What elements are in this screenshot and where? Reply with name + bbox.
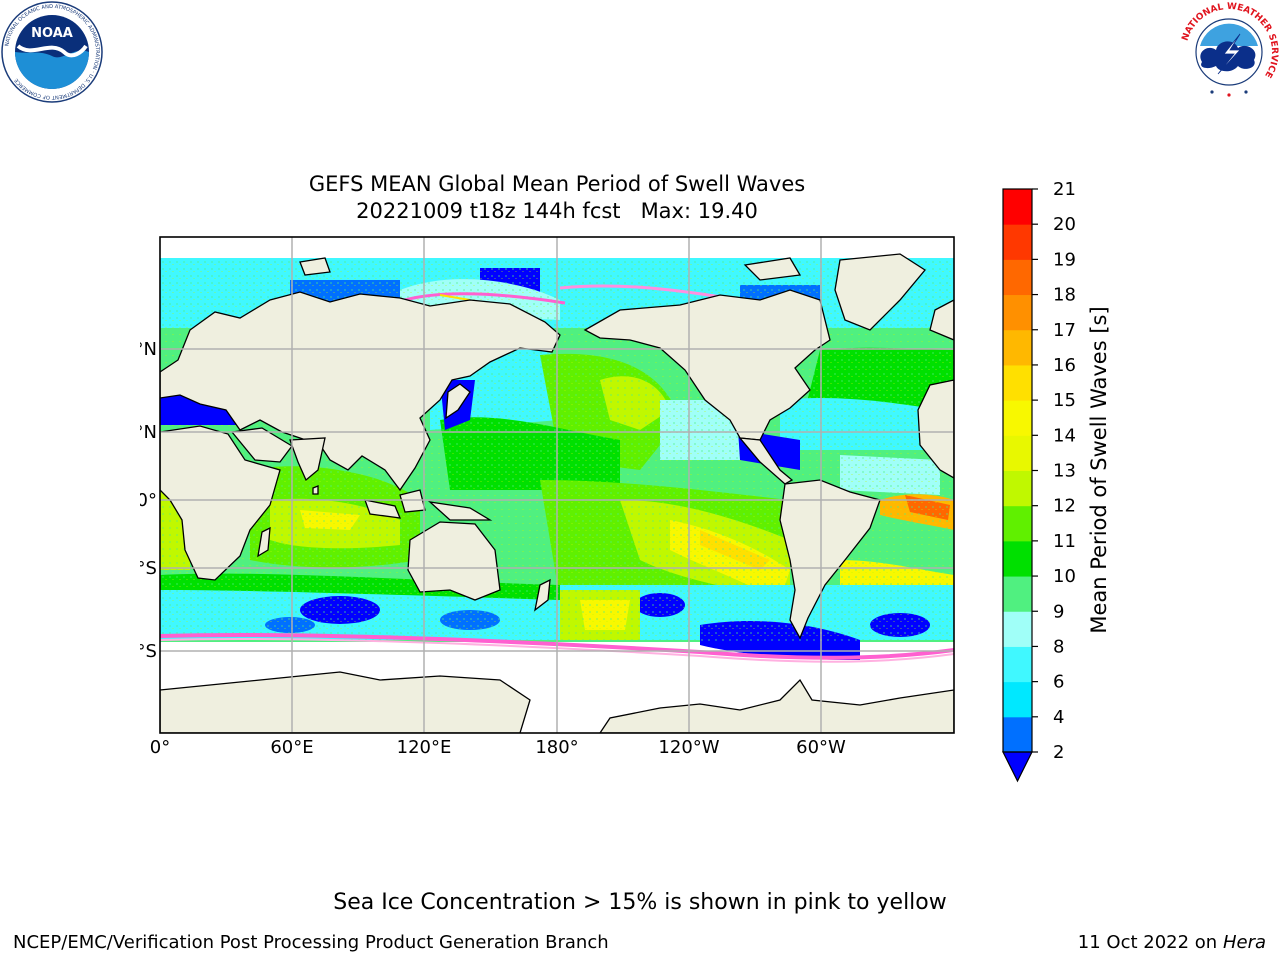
nws-logo: NATIONAL WEATHER SERVICE [1181,2,1279,100]
lon-tick-label: 120°E [397,737,452,758]
colorbar-tick-label: 8 [1053,636,1064,657]
lat-tick-label: 30°S [140,558,157,579]
noaa-wordmark: NOAA [31,26,73,41]
lon-tick-label: 60°W [796,737,846,758]
colorbar-tick-label: 14 [1053,425,1076,446]
colorbar-box [1003,189,1032,225]
swell-period-map: 0° 60°E 120°E 180° 120°W 60°W 60°N 30°N … [140,236,955,758]
lat-tick-label: 30°N [140,422,157,443]
colorbar-tick-label: 18 [1053,285,1076,306]
lon-tick-label: 180° [535,737,578,758]
colorbar-tick-label: 4 [1053,707,1064,728]
colorbar-box [1003,540,1032,577]
colorbar-tick-label: 12 [1053,496,1076,517]
colorbar-box [1003,576,1032,612]
colorbar-tick-label: 16 [1053,355,1076,376]
colorbar-tick-label: 2 [1053,742,1064,763]
map-frame [159,236,955,734]
map-field [160,237,954,733]
footer-credit: NCEP/EMC/Verification Post Processing Pr… [13,932,609,953]
colorbar-tick-label: 17 [1053,320,1076,341]
colorbar-box [1003,646,1032,683]
footer-date: 11 Oct 2022 on Hera [1078,932,1266,953]
map-subtitle: 20221009 t18z 144h fcst Max: 19.40 [356,199,758,223]
colorbar-tick-label: 19 [1053,249,1076,270]
colorbar-tick-label: 10 [1053,566,1076,587]
colorbar-box [1003,470,1032,507]
colorbar-box [1003,716,1032,753]
colorbar-box [1003,400,1032,436]
colorbar-box [1003,505,1032,542]
colorbar-tick-label: 9 [1053,601,1064,622]
colorbar-box [1003,364,1032,401]
colorbar-box [1003,611,1032,647]
colorbar-tick-label: 11 [1053,531,1076,552]
colorbar-tick-label: 13 [1053,461,1076,482]
colorbar-box [1003,681,1032,718]
colorbar-box [1003,294,1032,331]
colorbar-boxes [1003,189,1032,753]
noaa-logo: NATIONAL OCEANIC AND ATMOSPHERIC ADMINIS… [1,1,103,103]
map-title: GEFS MEAN Global Mean Period of Swell Wa… [308,172,806,196]
colorbar-tick-label: 20 [1053,214,1076,235]
sea-ice-note: Sea Ice Concentration > 15% is shown in … [333,890,947,915]
colorbar-box [1003,259,1032,296]
colorbar-box [1003,435,1032,471]
lat-tick-label: 60°S [140,641,157,662]
land-masses [160,253,954,733]
footer-machine: Hera [1222,932,1266,953]
lat-tick-label: 0° [140,490,157,511]
colorbar-tick-label: 6 [1053,672,1064,693]
lon-tick-label: 120°W [658,737,719,758]
colorbar-tick-label: 21 [1053,179,1076,200]
colorbar-ticks: 2 4 6 8 9 10 11 12 13 14 15 16 17 18 19 20 21 [1032,179,1076,763]
lat-tick-label: 60°N [140,339,157,360]
lon-tick-label: 0° [150,737,170,758]
colorbar-tick-label: 15 [1053,390,1076,411]
footer-date-text: 11 Oct 2022 on [1077,932,1218,953]
colorbar-box [1003,224,1032,260]
colorbar-under-triangle [1002,751,1033,783]
lon-tick-label: 60°E [270,737,313,758]
gridlines [160,237,954,733]
colorbar: 2 4 6 8 9 10 11 12 13 14 15 16 17 18 19 20 21 Mean Perio… [1002,179,1111,783]
colorbar-label: Mean Period of Swell Waves [s] [1087,306,1111,633]
colorbar-box [1003,329,1032,366]
